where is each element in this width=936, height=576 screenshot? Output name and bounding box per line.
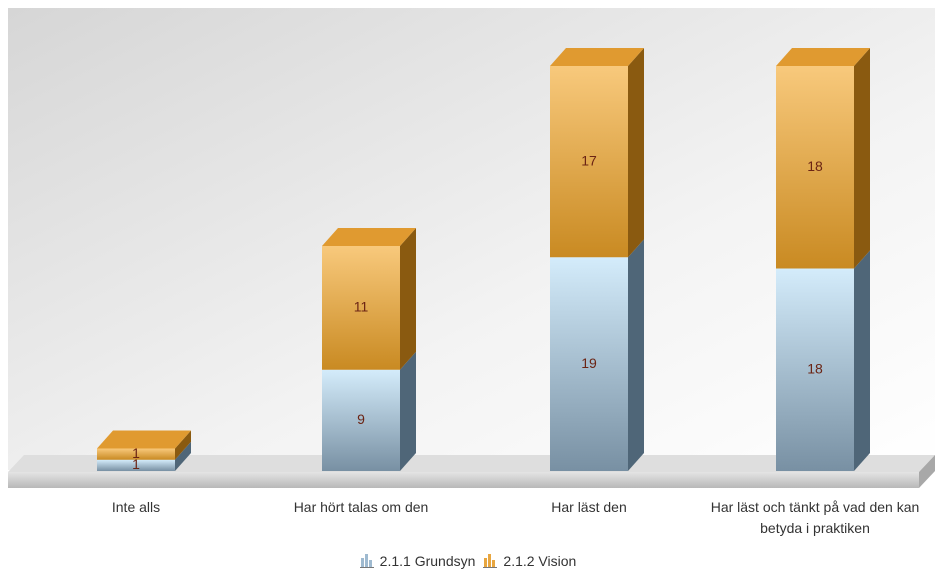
bar-top [550,48,644,66]
bar [550,66,628,258]
legend-item: 2.1.1 Grundsyn [359,553,476,569]
legend-icon-bar [492,560,496,568]
legend-label: 2.1.2 Vision [503,553,577,569]
data-label: 9 [357,411,365,427]
bar-top [97,430,191,449]
bar-side [628,239,644,471]
legend-label: 2.1.1 Grundsyn [379,553,476,569]
bar-side [175,441,191,471]
bar-top [322,228,416,246]
data-label: 19 [581,355,597,371]
bar [322,369,400,471]
legend-icon-base [359,567,374,568]
bar [322,246,400,370]
floor-top [8,455,935,472]
bar-side [628,48,644,258]
x-tick-label: Har hört talas om den [293,499,429,515]
x-tick-label: Inte alls [111,499,161,515]
legend-icon-bar [488,554,492,568]
legend-item: 2.1.2 Vision [483,553,576,569]
bar-side [854,250,870,471]
bar-top [776,48,870,66]
legend-icon-bar [484,558,488,568]
legend-icon [359,554,374,568]
bar-side [400,351,416,471]
legend-icon-bar [368,560,372,568]
legend-icon [483,554,498,568]
data-label: 17 [581,152,597,168]
bar [776,268,854,471]
bar [776,66,854,269]
data-label: 18 [807,158,823,174]
legend-icon-base [483,567,498,568]
data-label: 18 [807,360,823,376]
bar-side [175,430,191,460]
bar [550,257,628,471]
data-label: 1 [132,445,140,461]
data-label: 1 [132,456,140,472]
legend-icon-bar [364,554,368,568]
bar-side [400,228,416,370]
floor-side [919,455,935,488]
legend-icon-bar [360,558,364,568]
data-label: 11 [354,299,369,315]
bar-side [854,48,870,269]
bar [97,459,175,471]
x-tick-label: Har läst och tänkt på vad den kan betyda… [710,499,920,536]
floor-front [8,472,919,488]
x-tick-label: Har läst den [551,499,627,515]
legend: 2.1.1 Grundsyn 2.1.2 Vision [0,553,936,569]
bar [97,448,175,460]
